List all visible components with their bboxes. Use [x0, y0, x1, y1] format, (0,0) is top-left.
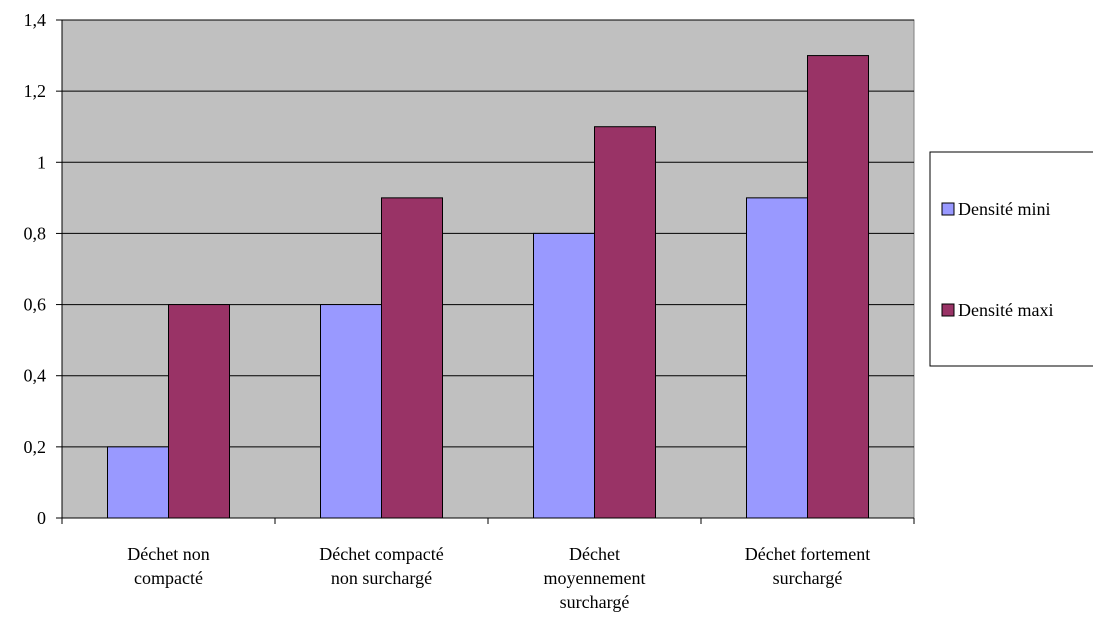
- y-tick-labels: 0 0,2 0,4 0,6 0,8 1 1,2 1,4: [24, 10, 47, 528]
- y-tick-label: 1,4: [24, 10, 47, 30]
- x-tick-labels: Déchet non compacté Déchet compacté non sur…: [127, 544, 870, 612]
- x-category-label: Déchet non compacté: [127, 544, 209, 588]
- x-category-label: Déchet fortement surchargé: [745, 544, 870, 588]
- bar-mini: [746, 197, 808, 519]
- legend: Densité mini Densité maxi: [929, 151, 1093, 367]
- bar-maxi: [381, 197, 443, 519]
- legend-label-mini: Densité mini: [958, 199, 1051, 219]
- bar-maxi: [168, 304, 230, 519]
- legend-swatch-mini: [941, 202, 955, 216]
- axes: [56, 19, 915, 524]
- bars: [107, 55, 869, 519]
- y-tick-label: 1,2: [24, 81, 47, 101]
- y-tick-label: 0,8: [24, 223, 47, 243]
- bar-mini: [107, 446, 169, 519]
- bar-mini: [533, 232, 595, 519]
- legend-box: [929, 151, 1093, 367]
- legend-swatch-maxi: [941, 303, 955, 317]
- bar-maxi: [594, 126, 656, 519]
- x-category-label: Déchet moyennement surchargé: [544, 544, 646, 612]
- y-tick-label: 1: [37, 152, 46, 172]
- bar-maxi: [807, 55, 869, 519]
- y-tick-label: 0,4: [24, 366, 47, 386]
- y-tick-label: 0: [37, 508, 46, 528]
- bar-mini: [320, 304, 382, 519]
- x-category-label: Déchet compacté non surchargé: [319, 544, 443, 588]
- legend-label-maxi: Densité maxi: [958, 300, 1053, 320]
- y-tick-label: 0,2: [24, 437, 47, 457]
- y-tick-label: 0,6: [24, 295, 47, 315]
